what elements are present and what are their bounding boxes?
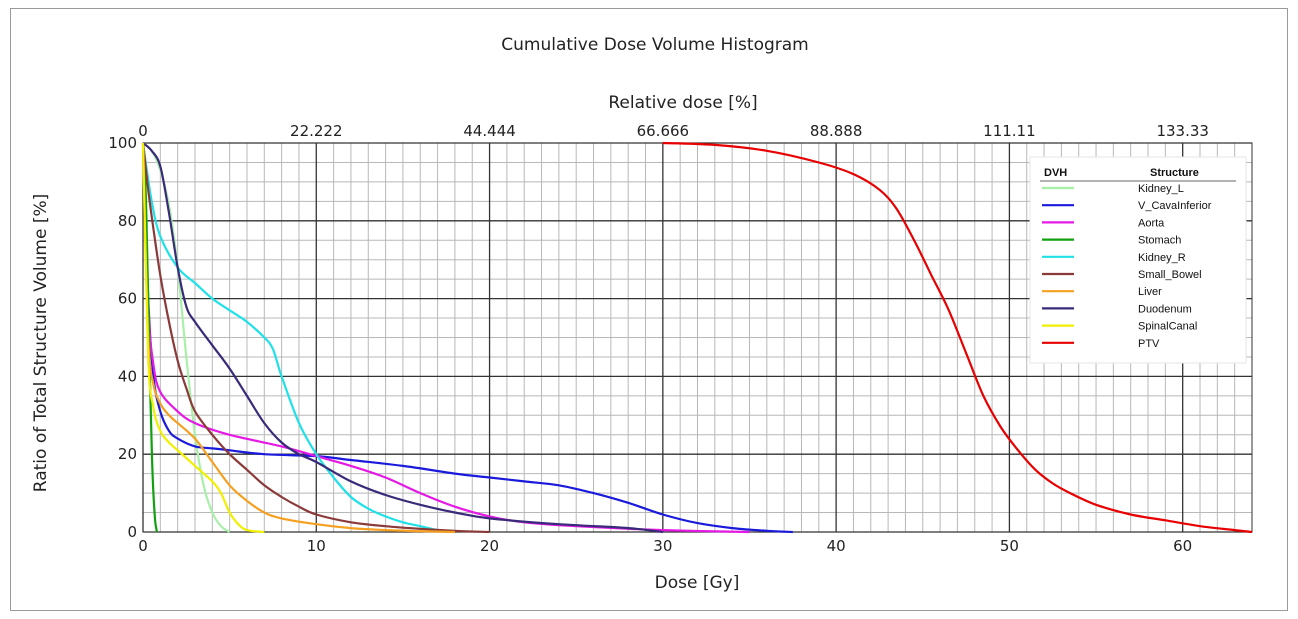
y-tick-label: 20: [118, 445, 137, 463]
top-axis-ticks: 0 22.222 44.444 66.666 88.888 111.11 133.33: [138, 122, 1209, 140]
legend: DVH Structure Kidney_L V_CavaInferior Aorta S…: [1029, 156, 1247, 364]
top-tick-label: 0: [138, 122, 148, 140]
y-axis-ticks: 0 20 40 60 80 100: [108, 134, 137, 541]
y-tick-label: 80: [118, 212, 137, 230]
series-line-ptv: [662, 141, 1253, 534]
legend-item-label: Duodenum: [1138, 303, 1192, 315]
series-lines: [141, 141, 1253, 534]
top-tick-label: 133.33: [1156, 122, 1209, 140]
series-line-duodenum: [142, 142, 663, 534]
top-tick-label: 22.222: [290, 122, 343, 140]
x-tick-label: 30: [653, 537, 672, 555]
legend-item-label: Aorta: [1138, 217, 1165, 229]
x-tick-label: 50: [1000, 537, 1019, 555]
legend-item-label: PTV: [1138, 338, 1160, 350]
series-line-kidney-r: [141, 142, 456, 534]
series-line-v-cavainferior: [141, 142, 793, 534]
x-tick-label: 40: [827, 537, 846, 555]
legend-item-label: SpinalCanal: [1138, 321, 1197, 333]
x-axis-ticks: 0 10 20 30 40 50 60: [138, 537, 1192, 555]
chart-title: Cumulative Dose Volume Histogram: [501, 35, 808, 55]
y-axis-label: Ratio of Total Structure Volume [%]: [31, 194, 51, 492]
top-axis-label: Relative dose [%]: [608, 93, 757, 113]
y-tick-label: 0: [127, 523, 137, 541]
series-line-small-bowel: [141, 142, 490, 534]
legend-item-label: Kidney_L: [1138, 183, 1184, 195]
series-line-spinalcanal: [141, 142, 265, 534]
legend-item-label: V_CavaInferior: [1138, 200, 1212, 212]
x-axis-label: Dose [Gy]: [655, 573, 740, 593]
series-line-kidney-l: [142, 142, 231, 533]
legend-header-dvh: DVH: [1044, 167, 1067, 179]
y-tick-label: 100: [108, 134, 137, 152]
top-tick-label: 66.666: [637, 122, 690, 140]
y-tick-label: 60: [118, 290, 137, 308]
x-tick-label: 60: [1173, 537, 1192, 555]
top-tick-label: 88.888: [810, 122, 863, 140]
top-tick-label: 44.444: [463, 122, 516, 140]
legend-item-label: Liver: [1138, 286, 1162, 298]
series-line-liver: [141, 142, 455, 534]
legend-item-label: Kidney_R: [1138, 252, 1186, 264]
y-tick-label: 40: [118, 367, 137, 385]
legend-header-structure: Structure: [1150, 167, 1199, 179]
x-tick-label: 20: [480, 537, 499, 555]
x-tick-label: 0: [138, 537, 148, 555]
top-tick-label: 111.11: [983, 122, 1036, 140]
legend-box: [1029, 156, 1247, 364]
x-tick-label: 10: [307, 537, 326, 555]
legend-item-label: Stomach: [1138, 235, 1181, 247]
legend-item-label: Small_Bowel: [1138, 269, 1202, 281]
